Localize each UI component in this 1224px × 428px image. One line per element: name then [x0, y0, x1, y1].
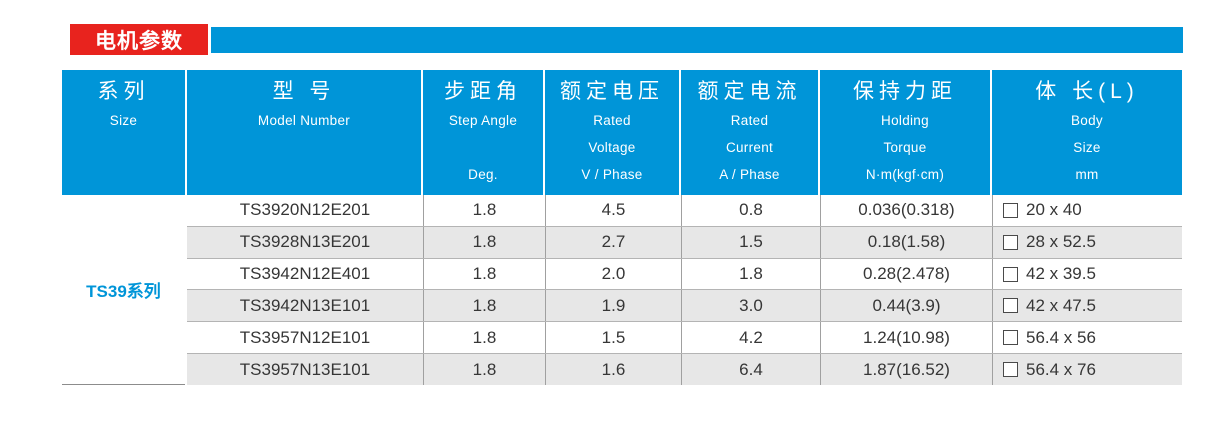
cell-step-angle: 1.8	[423, 226, 545, 258]
body-size-label: 56.4 x 56	[1026, 327, 1096, 347]
col-header-step-angle-zh: 步距角	[444, 80, 522, 103]
cell-rated-voltage: 1.9	[545, 290, 681, 322]
col-header-body-size-en1: Body	[1071, 113, 1103, 128]
cell-body-size: 56.4 x 56	[992, 322, 1182, 354]
col-header-step-angle: 步距角 Step Angle Deg.	[423, 70, 543, 195]
col-header-holding-torque-zh: 保持力距	[853, 80, 957, 103]
col-header-rated-current-unit: A / Phase	[719, 167, 780, 182]
cell-body-size: 56.4 x 76	[992, 354, 1182, 385]
col-header-rated-voltage-en1: Rated	[593, 113, 631, 128]
col-header-rated-current-zh: 额定电流	[697, 80, 802, 103]
checkbox-icon	[1003, 298, 1018, 314]
body-size-label: 42 x 39.5	[1026, 264, 1096, 284]
table-header-row: 系列 Size 型 号 Model Number 步距角 Step Angle …	[62, 70, 1182, 195]
body-size-label: 56.4 x 76	[1026, 359, 1096, 379]
checkbox-icon	[1003, 202, 1018, 218]
table-row: TS3957N13E101 1.8 1.6 6.4 1.87(16.52) 56…	[187, 353, 1182, 385]
col-header-rated-current-en1: Rated	[730, 113, 769, 128]
col-header-step-angle-en1: Step Angle	[448, 113, 518, 128]
col-header-rated-current: 额定电流 Rated Current A / Phase	[681, 70, 818, 195]
body-size-label: 28 x 52.5	[1026, 232, 1096, 252]
col-header-model-zh: 型 号	[272, 80, 336, 103]
col-header-model-en: Model Number	[257, 113, 351, 128]
table-row: TS3920N12E201 1.8 4.5 0.8 0.036(0.318) 2…	[187, 195, 1182, 226]
cell-model: TS3957N12E101	[239, 327, 371, 347]
cell-body-size: 20 x 40	[992, 195, 1182, 226]
col-header-series: 系列 Size	[62, 70, 185, 195]
col-header-step-angle-unit: Deg.	[468, 167, 498, 182]
col-header-body-size-en2: Size	[1073, 140, 1101, 155]
cell-rated-current: 3.0	[681, 290, 820, 322]
col-header-body-size: 体 长(L) Body Size mm	[992, 70, 1182, 195]
cell-rated-current: 1.8	[681, 258, 820, 290]
cell-step-angle: 1.8	[423, 322, 545, 354]
cell-model: TS3942N13E101	[239, 295, 371, 315]
table-body: TS39系列 TS3920N12E201 1.8 4.5 0.8 0.036(0…	[62, 195, 1182, 385]
table-row: TS3957N12E101 1.8 1.5 4.2 1.24(10.98) 56…	[187, 321, 1182, 354]
col-header-body-size-zh: 体 长(L)	[1035, 80, 1139, 103]
checkbox-icon	[1003, 330, 1018, 346]
body-size-label: 42 x 47.5	[1026, 295, 1096, 315]
checkbox-icon	[1003, 234, 1018, 250]
table-row: TS3942N13E101 1.8 1.9 3.0 0.44(3.9) 42 x…	[187, 289, 1182, 322]
cell-holding-torque: 0.28(2.478)	[820, 258, 992, 290]
cell-holding-torque: 1.87(16.52)	[820, 354, 992, 385]
cell-step-angle: 1.8	[423, 290, 545, 322]
cell-body-size: 42 x 39.5	[992, 258, 1182, 290]
cell-rated-voltage: 4.5	[545, 195, 681, 226]
cell-body-size: 42 x 47.5	[992, 290, 1182, 322]
col-header-rated-voltage-en2: Voltage	[588, 140, 636, 155]
section-title: 电机参数	[95, 29, 183, 53]
cell-rated-current: 4.2	[681, 322, 820, 354]
cell-rated-current: 0.8	[681, 195, 820, 226]
col-header-rated-voltage-zh: 额定电压	[560, 80, 664, 103]
col-header-body-size-unit: mm	[1075, 167, 1099, 182]
col-header-holding-torque-en1: Holding	[881, 113, 929, 128]
checkbox-icon	[1003, 266, 1018, 282]
cell-body-size: 28 x 52.5	[992, 226, 1182, 258]
series-cell: TS39系列	[62, 195, 185, 385]
series-label: TS39系列	[86, 282, 161, 301]
cell-holding-torque: 0.44(3.9)	[820, 290, 992, 322]
col-header-model: 型 号 Model Number	[187, 70, 421, 195]
cell-model: TS3928N13E201	[239, 232, 371, 252]
col-header-rated-voltage: 额定电压 Rated Voltage V / Phase	[545, 70, 679, 195]
table-row: TS3928N13E201 1.8 2.7 1.5 0.18(1.58) 28 …	[187, 225, 1182, 258]
body-size-label: 20 x 40	[1026, 200, 1082, 220]
cell-holding-torque: 1.24(10.98)	[820, 322, 992, 354]
cell-rated-voltage: 1.5	[545, 322, 681, 354]
col-header-holding-torque-en2: Torque	[883, 140, 927, 155]
col-header-rated-current-en2: Current	[725, 140, 774, 155]
col-header-step-angle-en2	[423, 134, 543, 161]
cell-holding-torque: 0.036(0.318)	[820, 195, 992, 226]
col-header-rated-voltage-unit: V / Phase	[581, 167, 643, 182]
col-header-holding-torque-unit: N·m(kgf·cm)	[865, 167, 945, 182]
cell-model: TS3920N12E201	[239, 200, 371, 220]
cell-model: TS3957N13E101	[239, 359, 371, 379]
section-title-rule	[211, 27, 1183, 53]
cell-rated-current: 6.4	[681, 354, 820, 385]
cell-model: TS3942N12E401	[239, 264, 371, 284]
cell-step-angle: 1.8	[423, 258, 545, 290]
cell-step-angle: 1.8	[423, 354, 545, 385]
table-row: TS3942N12E401 1.8 2.0 1.8 0.28(2.478) 42…	[187, 257, 1182, 290]
section-title-badge: 电机参数	[70, 24, 208, 55]
col-header-series-en: Size	[109, 113, 138, 128]
col-header-series-zh: 系列	[97, 80, 150, 103]
table-rows: TS3920N12E201 1.8 4.5 0.8 0.036(0.318) 2…	[187, 195, 1182, 385]
cell-step-angle: 1.8	[423, 195, 545, 226]
col-header-holding-torque: 保持力距 Holding Torque N·m(kgf·cm)	[820, 70, 990, 195]
cell-rated-voltage: 1.6	[545, 354, 681, 385]
cell-rated-voltage: 2.0	[545, 258, 681, 290]
checkbox-icon	[1003, 362, 1018, 378]
cell-holding-torque: 0.18(1.58)	[820, 226, 992, 258]
cell-rated-current: 1.5	[681, 226, 820, 258]
cell-rated-voltage: 2.7	[545, 226, 681, 258]
